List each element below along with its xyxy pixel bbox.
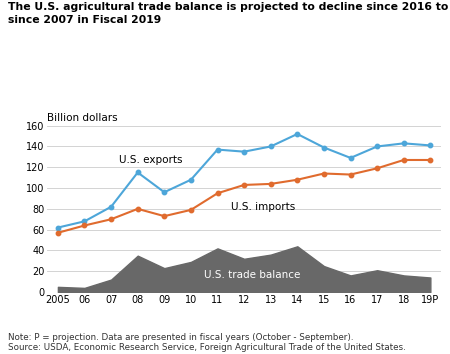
Text: since 2007 in Fiscal 2019: since 2007 in Fiscal 2019 xyxy=(8,15,162,25)
Text: U.S. exports: U.S. exports xyxy=(119,155,183,165)
Text: Billion dollars: Billion dollars xyxy=(47,113,118,123)
Text: Note: P = projection. Data are presented in fiscal years (October - September).
: Note: P = projection. Data are presented… xyxy=(8,333,406,352)
Text: U.S. imports: U.S. imports xyxy=(231,202,295,212)
Text: U.S. trade balance: U.S. trade balance xyxy=(204,270,300,280)
Text: The U.S. agricultural trade balance is projected to decline since 2016 to its lo: The U.S. agricultural trade balance is p… xyxy=(8,2,450,12)
